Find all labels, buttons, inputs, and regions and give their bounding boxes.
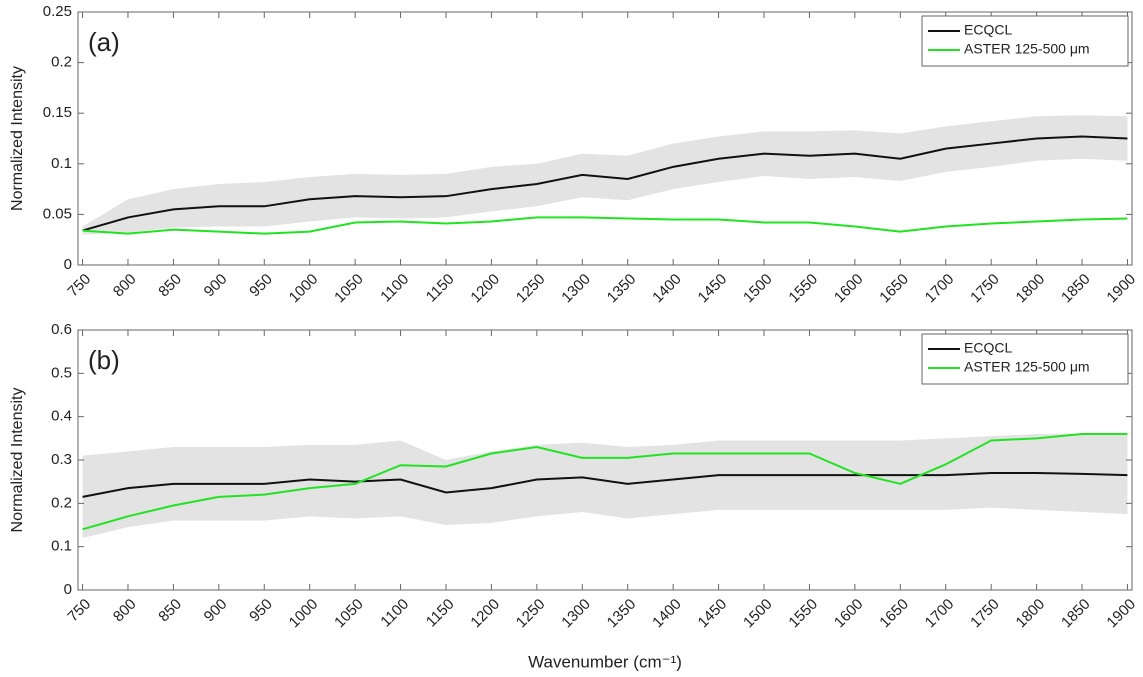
x-tick-label: 1150 bbox=[423, 271, 458, 306]
x-tick-label: 850 bbox=[155, 596, 185, 626]
series-line bbox=[82, 472, 1128, 498]
y-tick-label: 0.15 bbox=[43, 104, 72, 121]
y-tick-label: 0 bbox=[64, 581, 72, 598]
x-tick-label: 1350 bbox=[604, 596, 640, 632]
x-tick-label: 1000 bbox=[286, 271, 322, 307]
x-tick-label: 1850 bbox=[1058, 271, 1094, 307]
y-tick-label: 0.3 bbox=[51, 451, 72, 468]
y-tick-label: 0.2 bbox=[51, 54, 72, 71]
x-tick-label: 850 bbox=[155, 271, 185, 301]
legend-label: ECQCL bbox=[964, 340, 1012, 356]
y-tick-label: 0.25 bbox=[43, 3, 72, 20]
legend-box bbox=[921, 15, 1129, 67]
x-tick-label: 1700 bbox=[922, 271, 958, 307]
panel-label: (b) bbox=[88, 345, 120, 375]
x-tick-label: 1250 bbox=[513, 271, 549, 307]
plot-frame bbox=[77, 11, 1133, 266]
y-tick-label: 0.1 bbox=[51, 155, 72, 172]
x-tick-label: 1400 bbox=[649, 596, 685, 632]
x-tick-label: 1350 bbox=[604, 271, 640, 307]
x-tick-label: 1750 bbox=[967, 271, 1003, 307]
std-band bbox=[82, 434, 1128, 538]
series-line bbox=[82, 433, 1128, 531]
y-tick-label: 0.05 bbox=[43, 205, 72, 222]
x-tick-label: 1750 bbox=[967, 596, 1003, 632]
x-tick-label: 1900 bbox=[1103, 271, 1139, 307]
x-axis-label: Wavenumber (cm⁻¹) bbox=[528, 652, 682, 671]
x-tick-label: 1550 bbox=[785, 596, 821, 632]
x-tick-label: 1150 bbox=[423, 596, 458, 631]
series-line bbox=[82, 216, 1128, 235]
x-tick-label: 750 bbox=[64, 596, 94, 626]
y-tick-label: 0 bbox=[64, 256, 72, 273]
y-tick-label: 0.2 bbox=[51, 494, 72, 511]
x-tick-label: 1250 bbox=[513, 596, 549, 632]
y-tick-label: 0.1 bbox=[51, 538, 72, 555]
x-tick-label: 1400 bbox=[649, 271, 685, 307]
x-tick-label: 1300 bbox=[558, 596, 594, 632]
x-tick-label: 1650 bbox=[876, 271, 912, 307]
x-tick-label: 1650 bbox=[876, 596, 912, 632]
x-tick-label: 1450 bbox=[695, 596, 731, 632]
std-band bbox=[82, 115, 1128, 235]
x-tick-label: 900 bbox=[201, 596, 231, 626]
legend-label: ASTER 125-500 μm bbox=[964, 41, 1090, 57]
x-tick-label: 1100 bbox=[377, 271, 412, 306]
legend-label: ECQCL bbox=[964, 22, 1012, 38]
x-tick-label: 1600 bbox=[831, 271, 867, 307]
x-tick-label: 1000 bbox=[286, 596, 322, 632]
legend-box bbox=[921, 333, 1129, 385]
x-tick-label: 1850 bbox=[1058, 596, 1094, 632]
y-tick-label: 0.5 bbox=[51, 364, 72, 381]
x-tick-label: 1700 bbox=[922, 596, 958, 632]
x-tick-label: 1300 bbox=[558, 271, 594, 307]
x-tick-label: 1800 bbox=[1013, 596, 1049, 632]
y-axis-label: Normalized Intensity bbox=[9, 66, 26, 211]
x-tick-label: 1050 bbox=[331, 596, 367, 632]
x-tick-label: 1200 bbox=[467, 271, 503, 307]
x-tick-label: 1200 bbox=[467, 596, 503, 632]
x-tick-label: 1600 bbox=[831, 596, 867, 632]
x-tick-label: 800 bbox=[110, 596, 140, 626]
legend-label: ASTER 125-500 μm bbox=[964, 359, 1090, 375]
x-tick-label: 1500 bbox=[740, 596, 776, 632]
x-tick-label: 1100 bbox=[377, 596, 412, 631]
y-tick-label: 0.4 bbox=[51, 408, 72, 425]
series-line bbox=[82, 135, 1128, 232]
x-tick-label: 1450 bbox=[695, 271, 731, 307]
x-tick-label: 1900 bbox=[1103, 596, 1139, 632]
x-tick-label: 800 bbox=[110, 271, 140, 301]
panel-label: (a) bbox=[88, 27, 120, 57]
x-tick-label: 1550 bbox=[785, 271, 821, 307]
x-tick-label: 1500 bbox=[740, 271, 776, 307]
x-tick-label: 750 bbox=[64, 271, 94, 301]
x-tick-label: 1800 bbox=[1013, 271, 1049, 307]
y-tick-label: 0.6 bbox=[51, 321, 72, 338]
x-tick-label: 950 bbox=[246, 271, 276, 301]
x-tick-label: 950 bbox=[246, 596, 276, 626]
x-tick-label: 1050 bbox=[331, 271, 367, 307]
x-tick-label: 900 bbox=[201, 271, 231, 301]
y-axis-label: Normalized Intensity bbox=[9, 388, 26, 533]
